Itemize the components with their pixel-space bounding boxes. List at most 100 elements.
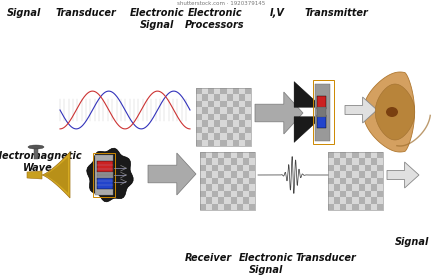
Bar [377, 178, 383, 184]
Bar [239, 101, 245, 107]
Bar [202, 107, 208, 114]
Bar [93, 153, 115, 197]
Bar [214, 133, 221, 139]
Bar [346, 171, 353, 178]
Bar [334, 184, 340, 191]
Bar [196, 88, 202, 94]
Bar [243, 204, 249, 210]
Bar [328, 204, 334, 210]
Bar [340, 152, 346, 158]
Bar [243, 178, 249, 184]
Bar [208, 107, 214, 114]
Bar [226, 107, 233, 114]
Text: I,V: I,V [269, 8, 284, 18]
Polygon shape [363, 72, 415, 152]
Bar [353, 204, 358, 210]
Bar [328, 184, 334, 191]
Bar [196, 133, 202, 139]
Bar [340, 197, 346, 204]
Bar [200, 171, 206, 178]
Bar [230, 178, 237, 184]
Bar [358, 165, 365, 171]
Bar [243, 184, 249, 191]
Bar [196, 88, 251, 146]
Bar [233, 107, 239, 114]
Bar [237, 197, 243, 204]
Bar [212, 158, 218, 165]
Bar [206, 191, 212, 197]
Bar [317, 107, 326, 117]
Bar [377, 197, 383, 204]
Bar [353, 184, 358, 191]
Bar [377, 191, 383, 197]
Bar [221, 101, 226, 107]
Bar [353, 191, 358, 197]
Bar [233, 133, 239, 139]
Bar [371, 165, 377, 171]
Text: Electronic
Signal: Electronic Signal [238, 253, 293, 275]
Bar [371, 171, 377, 178]
Bar [245, 114, 251, 120]
Bar [313, 80, 334, 144]
Bar [230, 197, 237, 204]
Bar [200, 191, 206, 197]
Bar [212, 152, 218, 158]
Bar [340, 171, 346, 178]
Bar [340, 158, 346, 165]
Bar [334, 158, 340, 165]
Text: Receiver: Receiver [185, 253, 232, 263]
Bar [358, 158, 365, 165]
Bar [245, 120, 251, 127]
Bar [208, 114, 214, 120]
Bar [202, 120, 208, 127]
Bar [218, 197, 225, 204]
Bar [371, 184, 377, 191]
Bar [212, 204, 218, 210]
Text: Transmitter: Transmitter [305, 8, 369, 18]
Bar [371, 178, 377, 184]
Bar [196, 120, 202, 127]
Bar [226, 94, 233, 101]
Bar [212, 197, 218, 204]
Bar [196, 101, 202, 107]
Bar [377, 158, 383, 165]
Bar [245, 88, 251, 94]
Bar [230, 184, 237, 191]
Bar [358, 152, 365, 158]
Bar [214, 120, 221, 127]
Bar [358, 178, 365, 184]
Text: Transducer: Transducer [295, 253, 356, 263]
Bar [243, 152, 249, 158]
Bar [202, 94, 208, 101]
Bar [237, 171, 243, 178]
Bar [34, 147, 38, 159]
Bar [249, 204, 255, 210]
Bar [206, 197, 212, 204]
Bar [239, 139, 245, 146]
Bar [340, 178, 346, 184]
Bar [233, 94, 239, 101]
Bar [196, 107, 202, 114]
Bar [317, 96, 326, 109]
Bar [334, 197, 340, 204]
Bar [202, 127, 208, 133]
Bar [233, 127, 239, 133]
Bar [230, 191, 237, 197]
Bar [214, 101, 221, 107]
Bar [346, 204, 353, 210]
Bar [218, 204, 225, 210]
Bar [208, 94, 214, 101]
Bar [202, 139, 208, 146]
Bar [239, 133, 245, 139]
Bar [221, 88, 226, 94]
Bar [237, 204, 243, 210]
Bar [371, 158, 377, 165]
Bar [214, 107, 221, 114]
Bar [353, 158, 358, 165]
Bar [218, 191, 225, 197]
Bar [95, 155, 113, 195]
Ellipse shape [386, 107, 398, 117]
Bar [206, 204, 212, 210]
Bar [208, 101, 214, 107]
Bar [237, 184, 243, 191]
